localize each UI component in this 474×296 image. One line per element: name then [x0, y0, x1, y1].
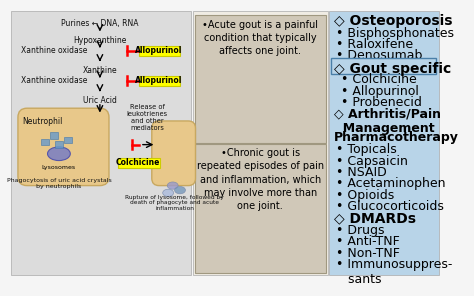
FancyBboxPatch shape — [10, 11, 191, 275]
Text: • Immunosuppres-
   sants: • Immunosuppres- sants — [336, 258, 452, 286]
Text: Allopurinol: Allopurinol — [136, 76, 183, 85]
Text: Purines ← DNA, RNA: Purines ← DNA, RNA — [61, 19, 138, 28]
Text: •Acute gout is a painful
condition that typically
affects one joint.: •Acute gout is a painful condition that … — [202, 20, 318, 56]
Text: • Allopurinol: • Allopurinol — [341, 85, 419, 98]
FancyBboxPatch shape — [138, 76, 181, 86]
FancyBboxPatch shape — [329, 11, 438, 275]
Text: • Capsaicin: • Capsaicin — [336, 155, 408, 168]
FancyBboxPatch shape — [55, 141, 63, 148]
Text: • Acetaminophen: • Acetaminophen — [336, 177, 445, 190]
Text: Lysosomes: Lysosomes — [42, 165, 76, 170]
FancyBboxPatch shape — [18, 108, 109, 186]
Text: Uric Acid: Uric Acid — [83, 96, 117, 105]
Text: Rupture of lysosome, followed by
death of phagocyte and acute
inflammation: Rupture of lysosome, followed by death o… — [125, 195, 224, 211]
Ellipse shape — [163, 189, 173, 197]
Text: Xanthine: Xanthine — [82, 66, 117, 75]
Text: • NSAID: • NSAID — [336, 166, 386, 179]
Text: Pharmacotherapy: Pharmacotherapy — [334, 131, 459, 144]
Text: • Non-TNF: • Non-TNF — [336, 247, 400, 260]
FancyBboxPatch shape — [194, 144, 326, 273]
FancyBboxPatch shape — [331, 58, 436, 74]
Text: Xanthine oxidase: Xanthine oxidase — [21, 76, 88, 85]
Text: • Colchicine: • Colchicine — [341, 73, 417, 86]
Text: ◇ Osteoporosis: ◇ Osteoporosis — [334, 15, 452, 28]
FancyBboxPatch shape — [41, 139, 49, 145]
Text: • Glucocorticoids: • Glucocorticoids — [336, 200, 444, 213]
Text: • Opioids: • Opioids — [336, 189, 394, 202]
Text: • Drugs: • Drugs — [336, 224, 384, 237]
Text: ◇ DMARDs: ◇ DMARDs — [334, 212, 416, 226]
FancyBboxPatch shape — [193, 11, 328, 275]
FancyBboxPatch shape — [118, 158, 160, 168]
Text: Phagocytosis of uric acid crystals
by neutrophils: Phagocytosis of uric acid crystals by ne… — [7, 178, 111, 189]
Text: •Chronic gout is
repeated episodes of pain
and inflammation, which
may involve m: •Chronic gout is repeated episodes of pa… — [197, 148, 324, 211]
Text: ◇ Arthritis/Pain
  Management: ◇ Arthritis/Pain Management — [334, 107, 441, 135]
Text: ◇ Gout specific: ◇ Gout specific — [334, 62, 451, 76]
Ellipse shape — [174, 186, 185, 194]
Text: Hypoxanthine: Hypoxanthine — [73, 36, 127, 45]
Ellipse shape — [167, 182, 178, 189]
Text: • Bisphosphonates: • Bisphosphonates — [336, 27, 454, 40]
FancyBboxPatch shape — [152, 121, 195, 186]
FancyBboxPatch shape — [194, 15, 326, 143]
Text: Colchicine: Colchicine — [116, 158, 160, 167]
Text: • Probenecid: • Probenecid — [341, 96, 422, 109]
Text: • Denosumab: • Denosumab — [336, 49, 422, 62]
Ellipse shape — [47, 147, 70, 160]
FancyBboxPatch shape — [50, 132, 58, 139]
FancyBboxPatch shape — [64, 137, 72, 143]
FancyBboxPatch shape — [138, 46, 181, 56]
Text: Neutrophil: Neutrophil — [22, 117, 63, 126]
Text: Allopurinol: Allopurinol — [136, 46, 183, 55]
Text: • Topicals: • Topicals — [336, 143, 396, 156]
Text: • Anti-TNF: • Anti-TNF — [336, 235, 400, 248]
Text: Xanthine oxidase: Xanthine oxidase — [21, 46, 88, 55]
Text: • Raloxifene: • Raloxifene — [336, 38, 413, 51]
Text: Release of
leukotrienes
and other
mediators: Release of leukotrienes and other mediat… — [127, 104, 168, 131]
